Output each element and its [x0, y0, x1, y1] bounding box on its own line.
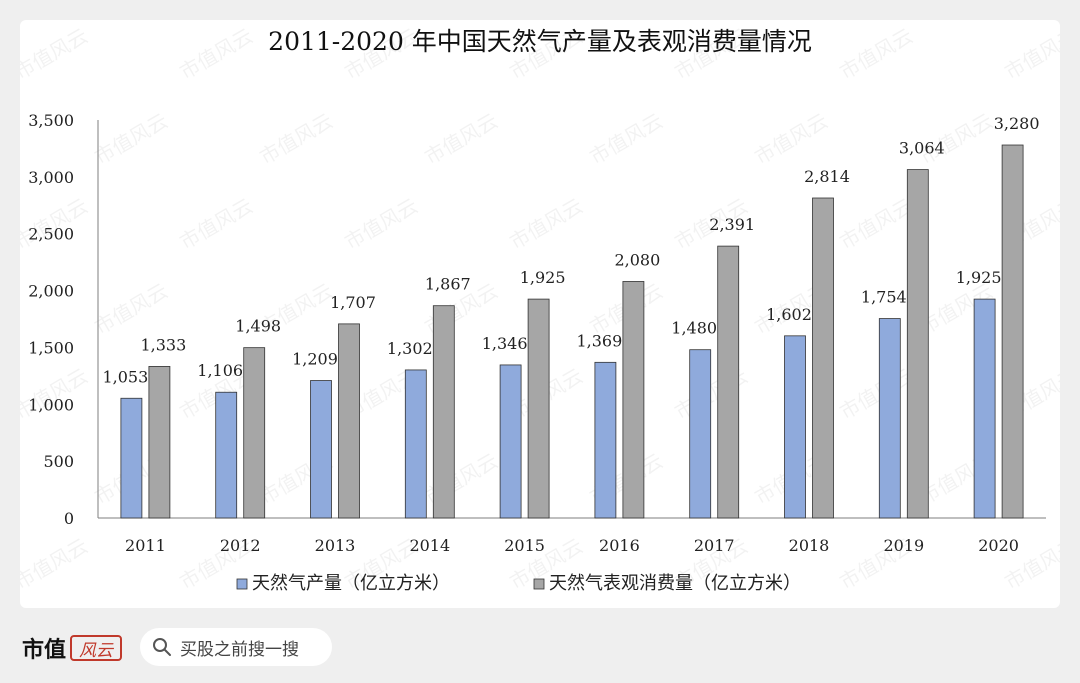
legend-label: 天然气表观消费量（亿立方米） [549, 573, 801, 594]
x-tick-label: 2017 [694, 536, 735, 555]
search-button[interactable]: 买股之前搜一搜 [140, 628, 332, 666]
data-label: 1,498 [235, 317, 281, 336]
watermark-text: 市值风云 [176, 194, 257, 255]
data-label: 3,280 [994, 114, 1040, 133]
watermark-text: 市值风云 [20, 364, 92, 425]
x-tick-label: 2012 [220, 536, 261, 555]
watermark-text: 市值风云 [836, 24, 917, 85]
watermark-text: 市值风云 [91, 109, 172, 170]
watermark-text: 市值风云 [341, 194, 422, 255]
watermark-text: 市值风云 [421, 449, 502, 510]
search-icon [153, 638, 171, 656]
x-tick-label: 2019 [883, 536, 924, 555]
bar-consumption [527, 298, 550, 519]
bar-consumption [622, 281, 645, 519]
data-label: 1,707 [330, 293, 376, 312]
bar-production [973, 298, 996, 519]
x-tick-label: 2018 [789, 536, 830, 555]
bars: 1,053 1,333 1,106 1,498 1,209 1,707 1,302 1,867… [102, 114, 1040, 519]
y-tick-label: 3,500 [28, 111, 74, 130]
bar-consumption [812, 197, 834, 519]
data-label: 1,369 [576, 331, 622, 350]
bar-consumption [432, 305, 455, 519]
watermark-text: 市值风云 [1001, 24, 1061, 85]
watermark-text: 市值风云 [256, 109, 337, 170]
bar-production [594, 361, 617, 519]
data-label: 1,209 [292, 350, 338, 369]
watermark-text: 市值风云 [836, 194, 917, 255]
search-text: 买股之前搜一搜 [180, 639, 299, 660]
x-tick-label: 2015 [504, 536, 545, 555]
y-tick-label: 1,000 [28, 395, 74, 414]
chart-card: 市值风云 市值风云 市值风云 市值风云 市值风云 市值风云 市值风云 市值风云 市值风云 市值风云… [20, 20, 1060, 608]
data-label: 2,391 [709, 215, 755, 234]
data-label: 1,333 [140, 335, 186, 354]
bar-consumption [148, 366, 171, 519]
y-tick-label: 1,500 [28, 338, 74, 357]
data-label: 1,925 [520, 268, 566, 287]
chart-title: 2011-2020 年中国天然气产量及表观消费量情况 [268, 27, 812, 56]
data-label: 1,302 [387, 339, 433, 358]
bar-consumption [906, 169, 929, 519]
watermark-text: 市值风云 [671, 364, 752, 425]
footer: 市值 风云 买股之前搜一搜 [0, 608, 1080, 683]
bar-production [120, 397, 143, 519]
legend-label: 天然气产量（亿立方米） [252, 573, 450, 594]
legend: 天然气产量（亿立方米） 天然气表观消费量（亿立方米） [236, 573, 801, 594]
brand-text: 市值 [22, 638, 67, 663]
bar-production [878, 318, 901, 519]
data-label: 1,053 [102, 367, 148, 386]
x-tick-label: 2014 [409, 536, 450, 555]
bar-production [404, 369, 427, 519]
bar-production [215, 391, 238, 519]
y-tick-label: 0 [64, 509, 74, 528]
data-label: 1,480 [671, 319, 717, 338]
bar-consumption [243, 347, 266, 519]
brand-logo: 风云 [70, 635, 123, 661]
watermark-text: 市值风云 [91, 279, 172, 340]
data-label: 1,925 [956, 268, 1002, 287]
data-label: 2,080 [614, 250, 660, 269]
watermark-text: 市值风云 [421, 109, 502, 170]
data-label: 1,106 [197, 361, 243, 380]
legend-swatch [236, 578, 248, 590]
watermark-text: 市值风云 [751, 109, 832, 170]
watermark-text: 市值风云 [586, 109, 667, 170]
legend-swatch [533, 578, 545, 590]
data-label: 1,754 [861, 288, 907, 307]
data-label: 3,064 [899, 139, 945, 158]
x-tick-label: 2016 [599, 536, 640, 555]
watermark-text: 市值风云 [836, 364, 917, 425]
y-tick-label: 500 [43, 452, 74, 471]
bar-consumption [1001, 144, 1024, 519]
bar-production [499, 364, 522, 519]
x-tick-label: 2020 [978, 536, 1019, 555]
x-axis: 2011 2012 2013 2014 2015 2016 2017 2018 2019 2020 [98, 517, 1046, 555]
x-tick-label: 2011 [125, 536, 166, 555]
data-label: 1,867 [425, 275, 471, 294]
watermark-text: 市值风云 [506, 194, 587, 255]
bar-consumption [338, 323, 360, 519]
watermark-text: 市值风云 [20, 534, 92, 595]
bar-production [689, 349, 712, 519]
y-axis: 0 500 1,000 1,500 2,000 2,500 3,000 3,500 [28, 111, 99, 528]
bar-consumption [717, 245, 740, 519]
bar-production [784, 335, 806, 519]
y-tick-label: 3,000 [28, 168, 74, 187]
bar-production [310, 380, 332, 519]
watermark-text: 市值风云 [20, 24, 92, 85]
data-label: 2,814 [804, 167, 850, 186]
y-tick-label: 2,000 [28, 282, 74, 301]
x-tick-label: 2013 [315, 536, 356, 555]
data-label: 1,602 [766, 305, 812, 324]
y-tick-label: 2,500 [28, 225, 74, 244]
data-label: 1,346 [482, 334, 528, 353]
brand: 市值 风云 [22, 632, 123, 664]
watermark-text: 市值风云 [176, 24, 257, 85]
